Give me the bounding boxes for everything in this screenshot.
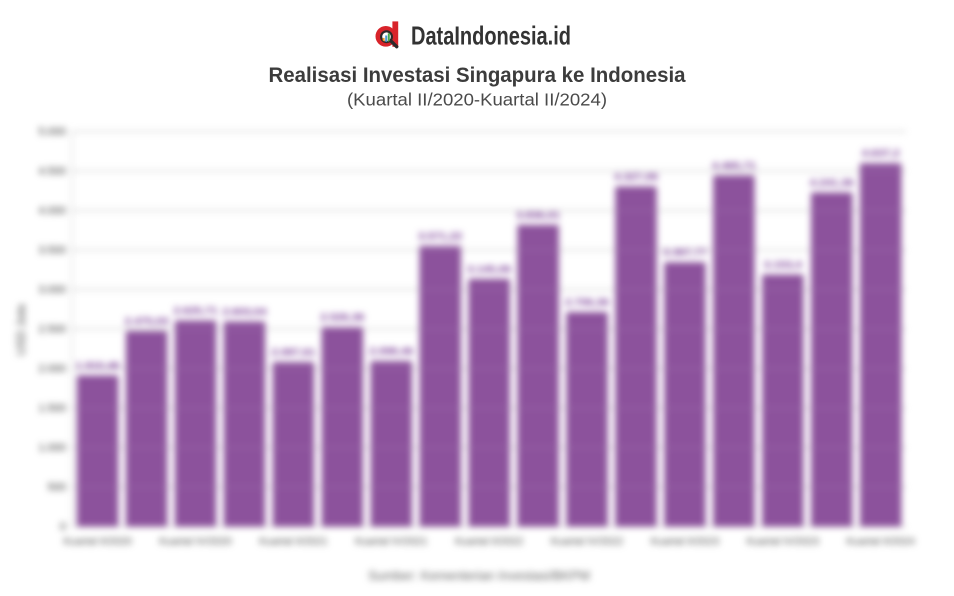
svg-text:Kuartal II/2022: Kuartal II/2022 — [455, 536, 523, 548]
svg-text:2.000: 2.000 — [38, 363, 66, 375]
svg-text:4.500: 4.500 — [38, 166, 66, 178]
svg-text:Kuartal IV/2022: Kuartal IV/2022 — [551, 536, 624, 548]
svg-text:3.367,77: 3.367,77 — [663, 247, 707, 259]
svg-text:2.098,46: 2.098,46 — [369, 346, 413, 358]
svg-text:4.241,36: 4.241,36 — [810, 177, 854, 189]
svg-text:2.706,36: 2.706,36 — [565, 297, 609, 309]
svg-text:Kuartal II/2020: Kuartal II/2020 — [64, 536, 132, 548]
svg-text:3.153,4: 3.153,4 — [764, 259, 802, 271]
svg-text:Kuartal IV/2020: Kuartal IV/2020 — [159, 536, 232, 548]
svg-text:500: 500 — [48, 482, 66, 494]
svg-text:Kuartal IV/2023: Kuartal IV/2023 — [747, 536, 820, 548]
svg-text:USD Juta: USD Juta — [14, 304, 28, 356]
svg-text:DataIndonesia.id: DataIndonesia.id — [411, 20, 571, 50]
svg-text:1.500: 1.500 — [38, 403, 66, 415]
svg-text:2.087,61: 2.087,61 — [271, 347, 315, 359]
svg-text:2.526,36: 2.526,36 — [320, 312, 364, 324]
svg-text:Kuartal II/2023: Kuartal II/2023 — [651, 536, 719, 548]
svg-text:Sumber: Kementerian Investasi/: Sumber: Kementerian Investasi/BKPM — [368, 568, 590, 583]
svg-text:Realisasi Investasi Singapura: Realisasi Investasi Singapura ke Indones… — [269, 64, 686, 87]
svg-text:2.603,04: 2.603,04 — [223, 306, 267, 318]
svg-text:3.500: 3.500 — [38, 245, 66, 257]
svg-text:5.000: 5.000 — [38, 126, 66, 138]
svg-text:2.475,03: 2.475,03 — [125, 316, 169, 328]
svg-text:Kuartal II/2024: Kuartal II/2024 — [847, 536, 915, 548]
svg-text:2.500: 2.500 — [38, 324, 66, 336]
svg-text:0: 0 — [60, 521, 66, 533]
svg-text:1.910,46: 1.910,46 — [76, 360, 120, 372]
svg-text:(Kuartal II/2020-Kuartal II/20: (Kuartal II/2020-Kuartal II/2024) — [347, 90, 607, 110]
svg-text:3.000: 3.000 — [38, 284, 66, 296]
svg-text:3.571,22: 3.571,22 — [418, 230, 462, 242]
svg-text:4.327,06: 4.327,06 — [614, 171, 658, 183]
svg-text:3.145,06: 3.145,06 — [467, 263, 511, 275]
svg-text:2.625,71: 2.625,71 — [174, 305, 218, 317]
svg-text:Kuartal IV/2021: Kuartal IV/2021 — [355, 536, 428, 548]
svg-text:4.637,2: 4.637,2 — [862, 148, 900, 160]
svg-text:4.000: 4.000 — [38, 205, 66, 217]
svg-text:1.000: 1.000 — [38, 442, 66, 454]
svg-text:4.465,71: 4.465,71 — [712, 160, 756, 172]
svg-text:Kuartal II/2021: Kuartal II/2021 — [259, 536, 327, 548]
svg-text:3.836,01: 3.836,01 — [516, 209, 560, 221]
